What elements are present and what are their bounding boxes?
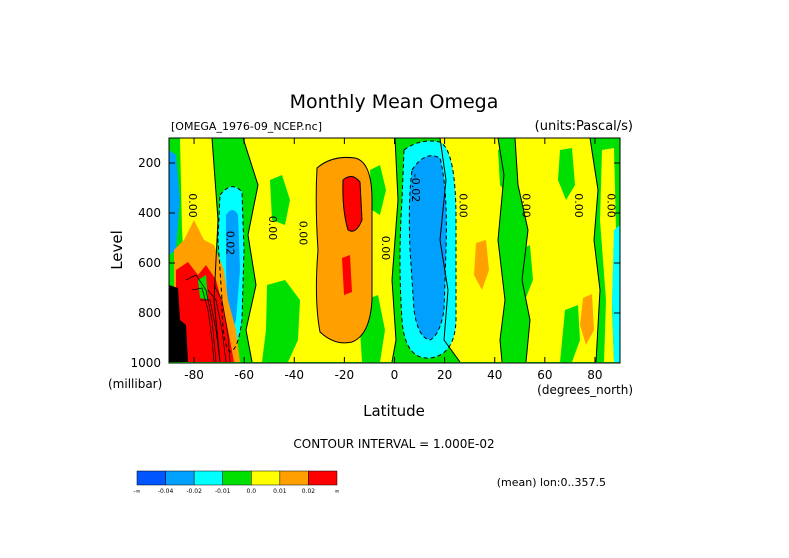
- negative-contours: [217, 140, 457, 359]
- lightblue-zone: [409, 155, 447, 340]
- topography-mask: [169, 285, 188, 362]
- contour-label: -0.02: [409, 174, 422, 202]
- x-tick-label: 0: [391, 368, 399, 382]
- green-patch: [518, 245, 533, 300]
- colorbar-label: -0.01: [215, 488, 231, 495]
- y-tick-label: 600: [138, 256, 161, 270]
- green-patch: [270, 175, 290, 225]
- colorbar-label: 0.01: [273, 488, 287, 495]
- y-units-label: (millibar): [108, 377, 162, 391]
- contour-label: 0.00: [296, 221, 309, 246]
- colorbar-swatch: [308, 470, 338, 486]
- contour-label: 0.00: [519, 193, 532, 218]
- mean-label: (mean) lon:0..357.5: [497, 476, 606, 489]
- red-core: [342, 176, 362, 232]
- orange-patch: [474, 240, 489, 290]
- x-tick-label: -60: [234, 368, 254, 382]
- colorbar-swatch: [165, 470, 195, 486]
- colorbar-label: 0.0: [247, 488, 257, 495]
- x-units-label: (degrees_north): [537, 383, 633, 397]
- x-axis-label: Latitude: [363, 402, 425, 420]
- colorbar-label: -0.02: [186, 488, 202, 495]
- x-tick-label: -40: [284, 368, 304, 382]
- orange-patch: [580, 294, 594, 345]
- contour-lines: [180, 138, 601, 363]
- green-patch: [370, 165, 386, 215]
- green-patch: [498, 148, 515, 195]
- contour-label: 0.00: [379, 236, 392, 261]
- yellow-band: [515, 138, 600, 362]
- colorbar-swatch: [193, 470, 223, 486]
- green-patch: [262, 280, 300, 362]
- x-axis: -80 -60 -40 -20 0 20 40 60 80: [184, 138, 603, 382]
- x-tick-label: 40: [487, 368, 502, 382]
- colorbar-swatch: [279, 470, 309, 486]
- y-tick-label: 1000: [130, 356, 161, 370]
- x-tick-label: -20: [335, 368, 355, 382]
- y-axis: 200 400 600 800 1000: [130, 156, 620, 370]
- x-tick-label: 80: [587, 368, 602, 382]
- red-core: [342, 255, 352, 295]
- colorbar-label: ∞: [335, 488, 340, 495]
- chart-subtitle-right: (units:Pascal/s): [535, 119, 633, 134]
- x-tick-label: 60: [537, 368, 552, 382]
- y-tick-label: 400: [138, 206, 161, 220]
- colorbar-label: -0.04: [158, 488, 174, 495]
- yellow-band: [600, 148, 616, 362]
- contour-label: 0.00: [266, 216, 279, 241]
- contour-label: 0.00: [604, 193, 617, 218]
- colorbar-label: 0.02: [302, 488, 316, 495]
- contour-label: 0.00: [572, 193, 585, 218]
- contour-label: 0.02: [224, 231, 237, 256]
- lightblue-edge: [169, 150, 180, 255]
- cyan-edge: [612, 225, 620, 362]
- contour-interval-label: CONTOUR INTERVAL = 1.000E-02: [293, 437, 494, 451]
- y-axis-label: Level: [108, 230, 126, 270]
- colorbar-swatch: [251, 470, 281, 486]
- x-tick-label: -80: [184, 368, 204, 382]
- chart-subtitle-left: [OMEGA_1976-09_NCEP.nc]: [171, 120, 322, 133]
- y-tick-label: 200: [138, 156, 161, 170]
- colorbar-swatch: [222, 470, 252, 486]
- chart-title: Monthly Mean Omega: [290, 91, 499, 113]
- contour-label: 0.00: [457, 193, 470, 218]
- y-tick-label: 800: [138, 306, 161, 320]
- green-patch: [558, 148, 575, 200]
- colorbar-swatch: [136, 470, 166, 486]
- green-patch: [560, 305, 580, 362]
- contour-labels: 0.00 0.02 0.00 0.00 0.00 -0.02 0.00 0.00 0.00 0.0…: [186, 174, 617, 260]
- lightblue-zone: [226, 210, 240, 329]
- x-tick-label: 20: [437, 368, 452, 382]
- contour-label: 0.00: [186, 193, 199, 218]
- antarctic-contours: [185, 274, 231, 363]
- colorbar-label: -∞: [133, 488, 140, 495]
- plot-area: [169, 138, 620, 363]
- colorbar: -∞ -0.04 -0.02 -0.01 0.0 0.01 0.02 ∞: [133, 470, 340, 495]
- red-antarctic: [176, 262, 234, 362]
